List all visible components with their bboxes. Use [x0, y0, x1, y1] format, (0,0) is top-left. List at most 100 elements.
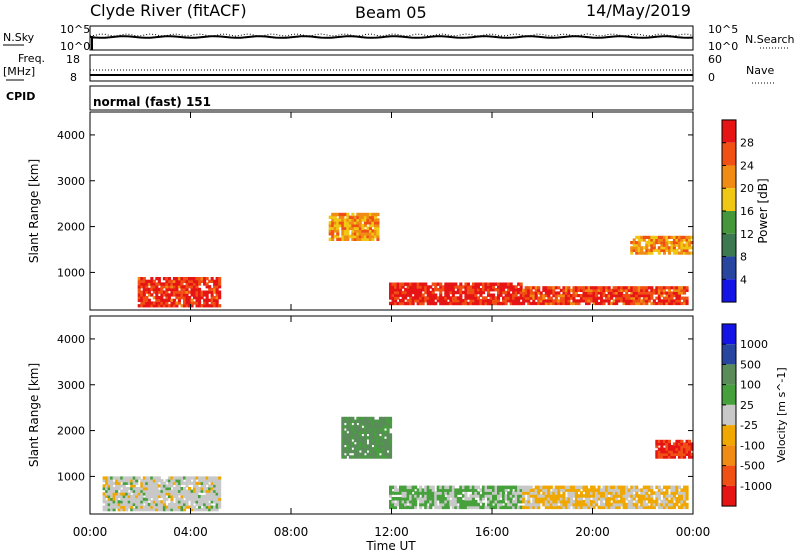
- heatmap-cell: [165, 287, 169, 292]
- heatmap-cell: [471, 301, 475, 306]
- heatmap-cell: [464, 494, 468, 498]
- heatmap-cell: [489, 301, 493, 306]
- heatmap-cell: [670, 286, 674, 290]
- heatmap-cell: [120, 494, 124, 499]
- heatmap-cell: [484, 301, 488, 306]
- heatmap-cell: [577, 301, 581, 306]
- heatmap-cell: [363, 430, 367, 434]
- heatmap-cell: [459, 488, 463, 492]
- heatmap-cell: [394, 502, 398, 507]
- heatmap-cell: [494, 282, 498, 286]
- heatmap-cell: [419, 290, 423, 295]
- heatmap-cell: [487, 491, 491, 495]
- heatmap-cell: [152, 502, 156, 507]
- heatmap-cell: [142, 301, 146, 305]
- heatmap-cell: [562, 499, 566, 504]
- heatmap-cell: [559, 485, 563, 490]
- heatmap-cell: [652, 238, 656, 242]
- heatmap-cell: [424, 299, 428, 303]
- heatmap-cell: [667, 439, 671, 443]
- heatmap-cell: [356, 447, 360, 451]
- heatmap-cell: [675, 488, 679, 492]
- heatmap-cell: [512, 288, 516, 292]
- heatmap-cell: [190, 508, 194, 512]
- heatmap-cell: [102, 492, 106, 496]
- heatmap-cell: [351, 444, 355, 448]
- heatmap-cell: [183, 279, 187, 283]
- colorbar-tick-label: -1000: [740, 480, 772, 493]
- heatmap-cell: [152, 279, 156, 283]
- heatmap-cell: [401, 299, 405, 303]
- heatmap-cell: [426, 299, 430, 303]
- heatmap-cell: [358, 419, 362, 423]
- heatmap-cell: [155, 500, 159, 504]
- heatmap-cell: [615, 502, 619, 507]
- heatmap-cell: [394, 293, 398, 297]
- heatmap-cell: [625, 494, 629, 498]
- heatmap-cell: [346, 422, 350, 426]
- heatmap-cell: [605, 488, 609, 492]
- heatmap-cell: [471, 499, 475, 504]
- heatmap-cell: [494, 301, 498, 306]
- heatmap-cell: [361, 449, 365, 454]
- heatmap-cell: [554, 502, 558, 507]
- heatmap-cell: [607, 505, 611, 510]
- heatmap-cell: [484, 494, 488, 498]
- heatmap-cell: [617, 291, 621, 295]
- heatmap-cell: [660, 301, 664, 306]
- heatmap-cell: [532, 505, 536, 510]
- heatmap-cell: [600, 488, 604, 492]
- heatmap-cell: [105, 500, 109, 504]
- heatmap-cell: [662, 505, 666, 510]
- nave-tick-bottom: 0: [708, 71, 715, 84]
- heatmap-cell: [155, 287, 159, 292]
- heatmap-cell: [399, 499, 403, 504]
- heatmap-cell: [507, 285, 511, 289]
- heatmap-cell: [185, 279, 189, 283]
- heatmap-cell: [650, 485, 654, 490]
- heatmap-cell: [336, 229, 340, 233]
- heatmap-cell: [371, 436, 375, 440]
- heatmap-cell: [456, 290, 460, 295]
- heatmap-cell: [572, 301, 576, 306]
- heatmap-cell: [200, 500, 204, 504]
- heatmap-cell: [170, 481, 174, 485]
- heatmap-cell: [175, 476, 179, 480]
- heatmap-cell: [193, 479, 197, 483]
- heatmap-cell: [406, 505, 410, 510]
- heatmap-cell: [459, 282, 463, 286]
- heatmap-cell: [464, 502, 468, 507]
- heatmap-cell: [190, 481, 194, 485]
- heatmap-cell: [630, 291, 634, 295]
- heatmap-cell: [125, 481, 129, 485]
- heatmap-cell: [652, 288, 656, 292]
- heatmap-cell: [685, 485, 689, 490]
- heatmap-cell: [574, 491, 578, 495]
- heatmap-cell: [449, 299, 453, 303]
- heatmap-cell: [401, 505, 405, 510]
- heatmap-cell: [198, 505, 202, 509]
- heatmap-cell: [688, 445, 692, 449]
- heatmap-cell: [577, 497, 581, 501]
- heatmap-cell: [137, 497, 141, 501]
- heatmap-cell: [135, 502, 139, 507]
- heatmap-cell: [517, 485, 521, 490]
- heatmap-cell: [162, 277, 166, 281]
- heatmap-cell: [177, 301, 181, 305]
- heatmap-cell: [162, 508, 166, 512]
- heatmap-cell: [524, 491, 528, 495]
- heatmap-cell: [361, 212, 365, 217]
- heatmap-cell: [170, 290, 174, 294]
- heatmap-cell: [474, 502, 478, 507]
- heatmap-cell: [102, 500, 106, 504]
- heatmap-cell: [479, 288, 483, 292]
- heatmap-cell: [396, 296, 400, 300]
- heatmap-cell: [547, 499, 551, 504]
- heatmap-cell: [399, 299, 403, 303]
- heatmap-cell: [150, 492, 154, 496]
- heatmap-cell: [542, 294, 546, 298]
- heatmap-cell: [522, 485, 526, 490]
- heatmap-cell: [650, 488, 654, 492]
- heatmap-cell: [672, 505, 676, 510]
